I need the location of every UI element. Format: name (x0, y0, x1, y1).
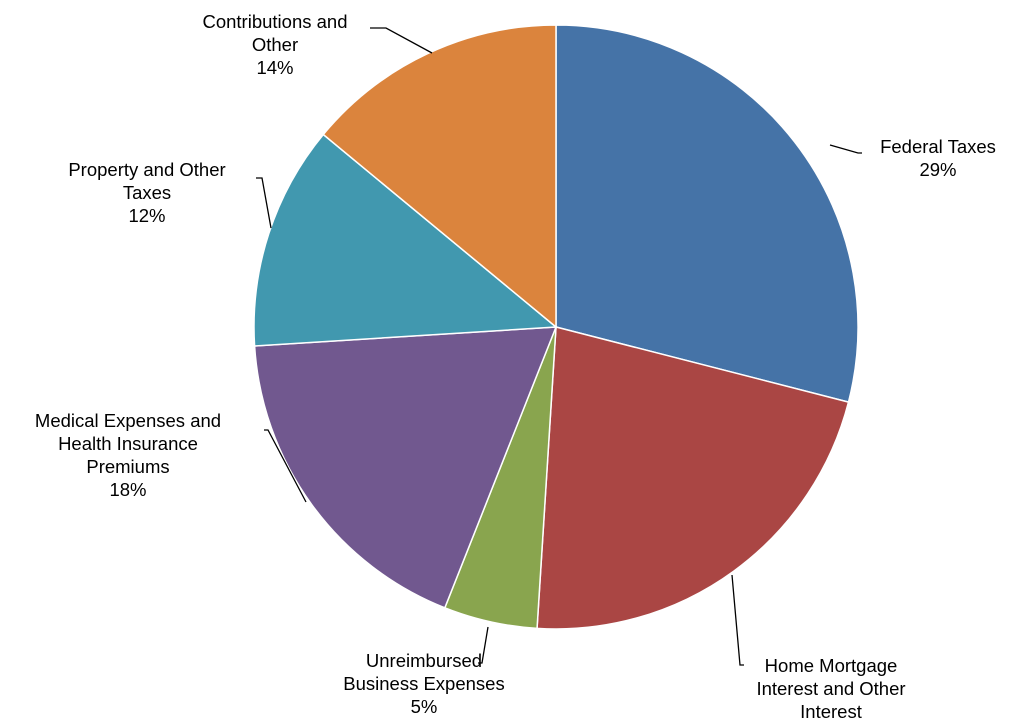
pie-slice (322, 24, 557, 329)
slice-label: Contributions and Other 14% (202, 11, 347, 78)
pie-slice (253, 326, 558, 609)
slice-percent: 22% (812, 724, 849, 727)
slice-label: Medical Expenses and Health Insurance Prem… (35, 410, 221, 500)
slice-label-line: Medical Expenses and (35, 410, 221, 431)
slice-percent: 12% (128, 205, 165, 226)
pie-slice (536, 326, 850, 630)
pie-slice (555, 24, 859, 404)
slice-label-line: Home Mortgage (765, 655, 898, 676)
slice-label-line: Premiums (86, 456, 169, 477)
slice-label-line: Contributions and (202, 11, 347, 32)
slice-label-line: Interest (800, 701, 862, 722)
pie-slice (253, 133, 558, 347)
slice-label-line: Unreimbursed (366, 650, 482, 671)
leader-line (478, 626, 489, 664)
leader-lines (256, 27, 862, 666)
slice-percent: 5% (411, 696, 438, 717)
slice-label-line: Property and Other (68, 159, 225, 180)
slice-labels: Federal Taxes 29% Home Mortgage Interest an… (35, 11, 996, 727)
slice-label: Federal Taxes 29% (880, 136, 996, 180)
slice-percent: 14% (256, 57, 293, 78)
slice-label-line: Federal Taxes (880, 136, 996, 157)
slice-percent: 29% (919, 159, 956, 180)
pie-slices (253, 24, 859, 630)
leader-line (731, 574, 744, 666)
leader-line (256, 177, 272, 229)
slice-label: Unreimbursed Business Expenses 5% (343, 650, 504, 717)
slice-percent: 18% (109, 479, 146, 500)
slice-label: Property and Other Taxes 12% (68, 159, 225, 226)
slice-label-line: Interest and Other (756, 678, 905, 699)
leader-line (264, 429, 307, 503)
leader-line (829, 144, 862, 154)
slice-label-line: Taxes (123, 182, 171, 203)
slice-label-line: Health Insurance (58, 433, 198, 454)
slice-label-line: Other (252, 34, 298, 55)
slice-label-line: Business Expenses (343, 673, 504, 694)
leader-line (370, 27, 433, 54)
